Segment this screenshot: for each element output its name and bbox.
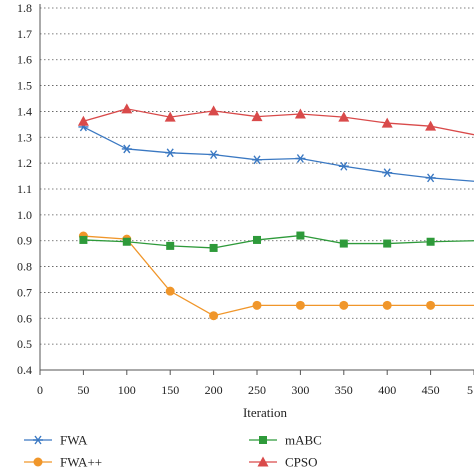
data-point-fwa	[425, 173, 436, 183]
data-point-mabc	[426, 237, 435, 246]
series-line-cpso	[83, 108, 474, 136]
data-point-fwa	[252, 155, 262, 165]
data-point-fwa	[165, 148, 176, 158]
data-point-mabc	[296, 231, 305, 240]
data-point-fwaplusplus	[339, 300, 349, 310]
x-tick-label: 350	[335, 383, 353, 397]
series-line-fwaplusplus	[83, 235, 474, 317]
x-tick-label: 100	[118, 383, 136, 397]
legend: FWA FWA++ mABC CPSO	[24, 433, 322, 470]
y-tick-label: 1.6	[17, 53, 32, 67]
data-point-fwaplusplus	[252, 300, 262, 310]
data-point-cpso	[294, 108, 306, 119]
data-point-fwa	[295, 154, 306, 163]
data-point-cpso	[121, 103, 133, 114]
y-tick-label: 1.8	[17, 1, 32, 15]
data-point-cpso	[208, 105, 220, 116]
data-point-cpso	[338, 111, 350, 122]
x-axis-title: Iteration	[243, 405, 288, 420]
series-fwaplusplus	[78, 231, 474, 321]
x-tick-label: 5	[467, 383, 473, 397]
y-tick-label: 1.4	[17, 104, 32, 118]
legend-swatch-marker	[257, 456, 269, 467]
legend-entry-fwa: FWA	[24, 433, 88, 448]
data-point-fwaplusplus	[209, 311, 219, 321]
legend-label: FWA++	[60, 455, 102, 470]
series-cpso	[77, 103, 474, 136]
legend-label: mABC	[285, 433, 322, 448]
data-point-fwaplusplus	[426, 300, 436, 310]
y-tick-label: 0.5	[17, 337, 32, 351]
data-point-cpso	[381, 117, 393, 128]
x-tick-label: 50	[77, 383, 89, 397]
x-tick-labels: 0 50 100 150 200 250 300 350 400 450 5	[37, 383, 473, 397]
data-point-fwaplusplus	[382, 300, 392, 310]
x-tick-label: 450	[422, 383, 440, 397]
legend-label: FWA	[60, 433, 88, 448]
data-point-mabc	[253, 235, 261, 244]
y-tick-labels: 0.4 0.5 0.6 0.7 0.8 0.9 1.0 1.1 1.2 1.3 1.4 1.5 1.6 1…	[17, 1, 32, 377]
data-point-fwaplusplus	[295, 300, 305, 310]
legend-entry-cpso: CPSO	[249, 455, 318, 470]
legend-entry-fwaplusplus: FWA++	[24, 455, 102, 470]
data-point-cpso	[425, 120, 437, 131]
legend-swatch-marker	[259, 436, 267, 444]
y-tick-label: 0.6	[17, 311, 32, 325]
data-point-fwa	[382, 168, 393, 178]
x-tick-label: 300	[291, 383, 309, 397]
data-point-fwa	[208, 150, 219, 160]
series-line-fwa	[83, 126, 474, 182]
x-tick-label: 400	[378, 383, 396, 397]
data-point-cpso	[164, 111, 176, 122]
data-point-mabc	[122, 237, 131, 246]
legend-swatch-marker	[33, 435, 43, 445]
axes	[39, 4, 474, 375]
y-tick-label: 1.1	[17, 182, 32, 196]
series-line-mabc	[83, 234, 474, 249]
data-point-fwaplusplus	[165, 286, 175, 296]
data-point-cpso	[251, 111, 263, 122]
y-tick-label: 1.2	[17, 156, 32, 170]
x-tick-label: 0	[37, 383, 43, 397]
data-point-mabc	[339, 239, 348, 248]
y-tick-label: 1.5	[17, 79, 32, 93]
legend-swatch-marker	[33, 457, 43, 467]
data-point-fwa	[121, 144, 132, 154]
legend-entry-mabc: mABC	[249, 433, 322, 448]
data-point-cpso	[77, 115, 89, 126]
data-point-mabc	[209, 243, 218, 252]
series-mabc	[79, 231, 474, 252]
y-tick-label: 0.4	[17, 363, 32, 377]
y-tick-label: 0.8	[17, 260, 32, 274]
data-point-mabc	[79, 235, 88, 244]
y-tick-label: 1.0	[17, 208, 32, 222]
data-point-mabc	[383, 239, 392, 248]
y-tick-label: 0.7	[17, 285, 32, 299]
x-tick-label: 150	[161, 383, 179, 397]
x-tick-label: 200	[205, 383, 223, 397]
x-tick-label: 250	[248, 383, 266, 397]
series-lines	[77, 103, 474, 321]
y-tick-label: 1.3	[17, 130, 32, 144]
y-tick-label: 1.7	[17, 27, 32, 41]
data-point-fwa	[338, 161, 349, 171]
data-point-mabc	[166, 241, 175, 250]
y-tick-label: 0.9	[17, 234, 32, 248]
legend-label: CPSO	[285, 455, 318, 470]
